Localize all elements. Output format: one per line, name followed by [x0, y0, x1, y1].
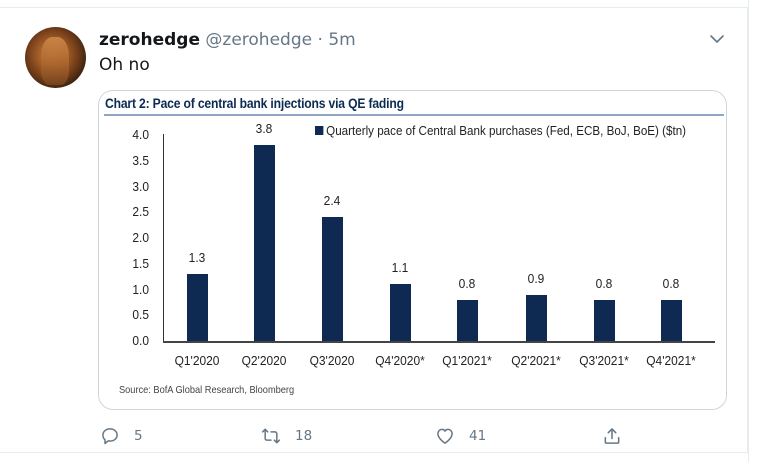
y-tick-label: 2.5 — [132, 204, 149, 220]
bar-7 — [660, 299, 682, 341]
y-tick-label: 0.0 — [132, 333, 149, 348]
x-tick-label: Q3'2021* — [579, 353, 629, 368]
tweet-card[interactable]: zerohedge @zerohedge · 5m Oh no Chart 2:… — [0, 7, 748, 453]
author-name[interactable]: zerohedge — [99, 30, 200, 50]
avatar[interactable] — [25, 27, 86, 88]
tweet-timestamp[interactable]: 5m — [328, 30, 356, 50]
retweet-button[interactable]: 18 — [261, 422, 312, 450]
x-axis — [163, 341, 715, 343]
bar-value-label: 1.3 — [188, 250, 206, 266]
avatar-image — [41, 37, 69, 85]
y-axis — [163, 134, 164, 342]
retweet-count: 18 — [295, 428, 313, 444]
x-tick-label: Q1'2020 — [174, 353, 220, 368]
bar-value-label: 3.8 — [255, 121, 273, 137]
bar-value-label: 0.8 — [458, 275, 476, 291]
legend-label: Quarterly pace of Central Bank purchases… — [326, 124, 687, 138]
bar-4 — [456, 299, 478, 341]
bar-1 — [253, 145, 275, 341]
share-button[interactable] — [602, 422, 622, 450]
title-underline — [104, 114, 724, 116]
timeline-divider — [748, 0, 749, 462]
reply-icon — [102, 428, 118, 445]
y-tick-label: 3.0 — [132, 178, 149, 194]
x-tick-label: Q1'2021* — [442, 353, 492, 368]
like-button[interactable]: 41 — [435, 422, 486, 450]
bar-0 — [186, 274, 208, 341]
y-tick-label: 1.0 — [132, 281, 149, 297]
tweet-text: Oh no — [99, 55, 150, 75]
bar-value-label: 2.4 — [323, 193, 341, 209]
bar-value-label: 0.9 — [527, 270, 545, 286]
bar-5 — [525, 294, 547, 341]
bar-value-label: 1.1 — [391, 260, 409, 276]
bar-6 — [593, 299, 615, 341]
tweet-media-image[interactable]: Chart 2: Pace of central bank injections… — [98, 90, 727, 410]
chart-title: Chart 2: Pace of central bank injections… — [105, 96, 404, 111]
separator-dot: · — [317, 30, 323, 50]
chart-source: Source: BofA Global Research, Bloomberg — [119, 384, 295, 396]
x-tick-label: Q2'2020 — [241, 353, 287, 368]
chart-legend: Quarterly pace of Central Bank purchases… — [315, 124, 686, 138]
y-tick-label: 0.5 — [132, 307, 149, 323]
legend-swatch — [315, 126, 324, 135]
y-tick-label: 3.5 — [132, 152, 149, 168]
bar-2 — [321, 217, 343, 341]
like-count: 41 — [469, 428, 487, 444]
x-tick-label: Q3'2020 — [309, 353, 355, 368]
y-tick-label: 4.0 — [132, 127, 149, 142]
x-tick-label: Q4'2020* — [375, 353, 425, 368]
tweet-actions: 5 18 41 — [0, 422, 748, 450]
heart-icon — [437, 428, 453, 444]
author-handle[interactable]: @zerohedge — [205, 30, 313, 50]
chevron-down-icon[interactable] — [708, 30, 726, 48]
bar-value-label: 0.8 — [662, 275, 680, 291]
x-tick-label: Q2'2021* — [511, 353, 561, 368]
bar-value-label: 0.8 — [595, 275, 613, 291]
tweet-header: zerohedge @zerohedge · 5m — [99, 29, 356, 51]
share-icon — [604, 428, 620, 444]
reply-button[interactable]: 5 — [100, 422, 143, 450]
bar-3 — [389, 284, 411, 341]
y-tick-label: 2.0 — [132, 230, 149, 245]
x-tick-label: Q4'2021* — [646, 353, 696, 368]
reply-count: 5 — [134, 428, 143, 444]
y-tick-label: 1.5 — [132, 255, 149, 271]
retweet-icon — [261, 428, 281, 444]
bar-chart: Quarterly pace of Central Bank purchases… — [99, 91, 726, 409]
